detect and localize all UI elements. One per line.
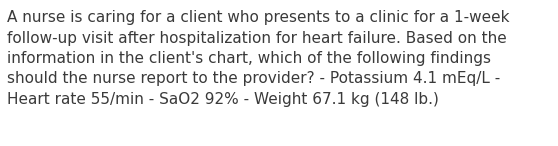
Text: A nurse is caring for a client who presents to a clinic for a 1-week
follow-up v: A nurse is caring for a client who prese… [7,10,509,107]
